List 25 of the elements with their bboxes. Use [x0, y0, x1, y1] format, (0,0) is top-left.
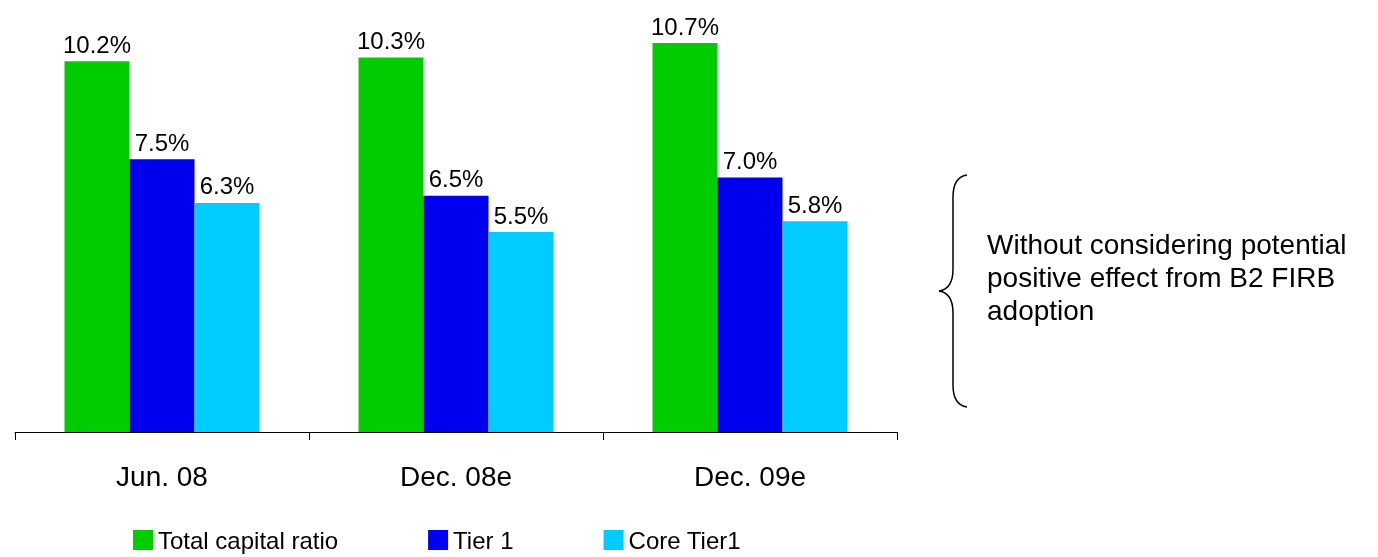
bar	[782, 221, 848, 432]
bar	[717, 177, 783, 432]
x-tick-label: Dec. 09e	[693, 460, 807, 492]
data-label: 10.3%	[356, 27, 426, 55]
legend-label: Total capital ratio	[158, 526, 339, 554]
legend-label: Tier 1	[453, 526, 514, 554]
bar	[423, 195, 489, 432]
x-tick-label: Jun. 08	[116, 460, 208, 492]
text: Without considering potential positive effect from B2 FIRB adoption	[987, 229, 1355, 326]
bar	[194, 202, 260, 432]
data-label: 10.7%	[650, 12, 720, 40]
data-label: 6.3%	[199, 172, 255, 200]
data-label: 5.5%	[493, 201, 549, 229]
bar	[358, 57, 424, 432]
data-label: 7.5%	[134, 128, 190, 156]
bar	[129, 159, 195, 432]
bar	[652, 43, 718, 432]
bar	[488, 232, 554, 432]
bar	[64, 61, 130, 432]
data-label: 6.5%	[428, 165, 484, 193]
data-label: 7.0%	[722, 147, 778, 175]
legend-label: Core Tier1	[628, 526, 741, 554]
data-label: 5.8%	[787, 190, 843, 218]
data-label: 10.2%	[62, 30, 132, 58]
x-tick-label: Dec. 08e	[399, 460, 513, 492]
